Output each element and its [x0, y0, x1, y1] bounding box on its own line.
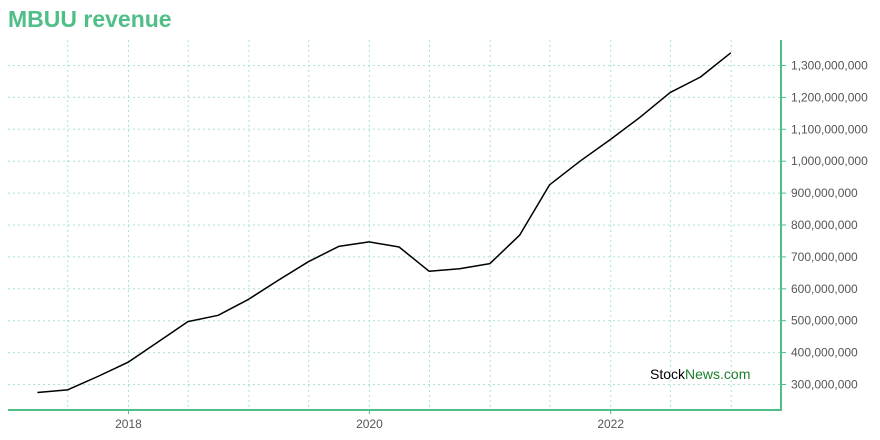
data-point [548, 183, 552, 187]
data-point [276, 278, 280, 282]
y-tick-labels: 300,000,000 400,000,000 500,000,000 600,000… [791, 59, 868, 392]
y-tick-label: 1,200,000,000 [791, 90, 868, 104]
y-tick-label: 1,100,000,000 [791, 122, 868, 136]
y-tick-label: 1,300,000,000 [791, 59, 868, 73]
revenue-series [35, 51, 733, 394]
revenue-line [37, 52, 732, 394]
x-tick-labels: 2018 2020 2022 [115, 417, 624, 431]
data-point [216, 313, 220, 317]
x-tick-label: 2020 [356, 417, 383, 431]
y-tick-label: 300,000,000 [791, 377, 858, 391]
data-point [247, 297, 251, 301]
axes [8, 40, 786, 414]
data-point [65, 388, 69, 392]
data-point [458, 267, 462, 271]
y-tick-label: 600,000,000 [791, 282, 858, 296]
y-tick-label: 500,000,000 [791, 314, 858, 328]
chart-title: MBUU revenue [8, 6, 172, 32]
data-point [668, 91, 672, 95]
data-point [488, 262, 492, 266]
data-point [578, 159, 582, 163]
y-tick-label: 900,000,000 [791, 186, 858, 200]
data-point [397, 245, 401, 249]
data-point [608, 138, 612, 142]
data-point [126, 360, 130, 364]
data-point [518, 233, 522, 237]
data-point [638, 115, 642, 119]
y-tick-label: 700,000,000 [791, 250, 858, 264]
data-point [698, 75, 702, 79]
data-point [337, 244, 341, 248]
data-point [729, 51, 733, 55]
data-point [156, 340, 160, 344]
watermark-news: News.com [685, 366, 750, 382]
data-point [96, 375, 100, 379]
x-tick-label: 2018 [115, 417, 142, 431]
x-tick-label: 2022 [597, 417, 624, 431]
horizontal-gridlines [8, 65, 781, 385]
data-point [306, 260, 310, 264]
data-point [367, 240, 371, 244]
watermark-stock: Stock [650, 366, 686, 382]
data-point [427, 269, 431, 273]
y-tick-label: 800,000,000 [791, 218, 858, 232]
y-tick-label: 1,000,000,000 [791, 154, 868, 168]
data-point [186, 320, 190, 324]
watermark: StockNews.com [650, 366, 750, 382]
y-tick-label: 400,000,000 [791, 346, 858, 360]
data-point [35, 390, 39, 394]
